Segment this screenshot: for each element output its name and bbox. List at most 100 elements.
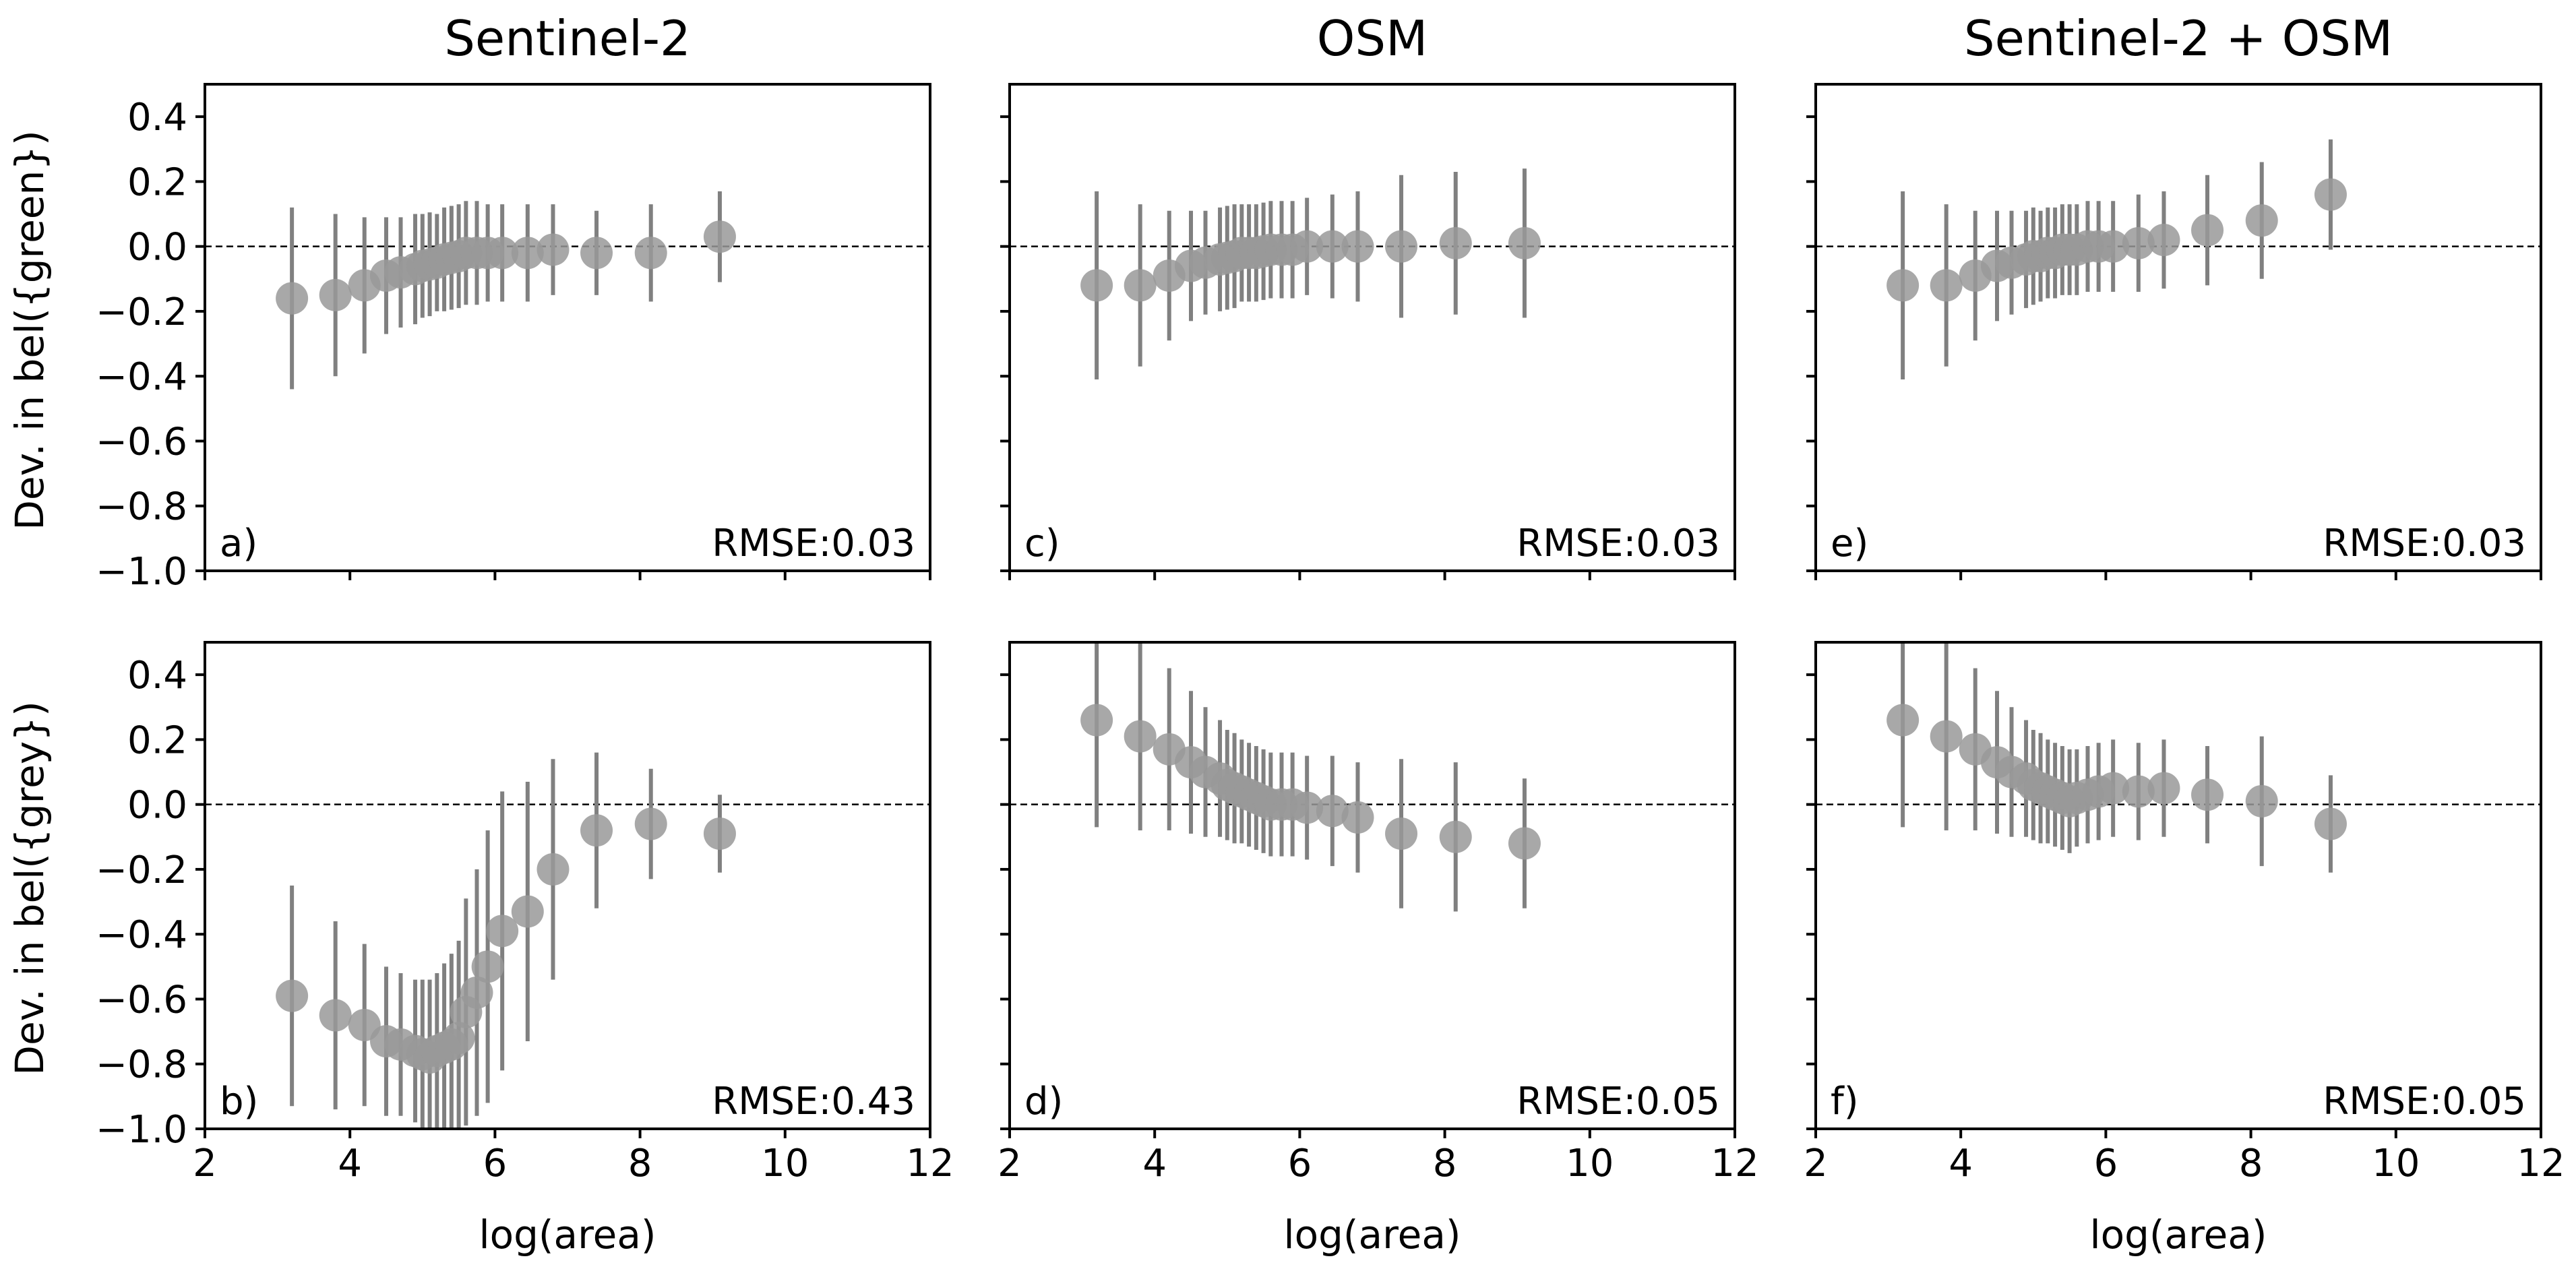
data-point (634, 237, 667, 270)
x-axis-label-osm: log(area) (1283, 1212, 1461, 1258)
data-point (511, 237, 544, 270)
x-tick-label: 12 (2517, 1142, 2565, 1185)
data-point (703, 220, 736, 253)
data-point (536, 853, 570, 886)
data-point (2314, 807, 2347, 840)
data-point (511, 895, 544, 928)
y-tick-label: −0.2 (96, 848, 187, 892)
axes-frame (1008, 83, 1736, 572)
data-point (1508, 827, 1541, 860)
panel-c: c) RMSE:0.03 (1000, 83, 1736, 580)
panel-letter: b) (220, 1080, 258, 1123)
axes-frame (1008, 641, 1736, 1130)
rmse-annotation: RMSE:0.05 (2323, 1080, 2526, 1123)
data-point (1887, 704, 1920, 737)
x-tick-label: 12 (1711, 1142, 1758, 1185)
data-point (486, 237, 519, 270)
y-tick-label: 0.4 (127, 96, 187, 140)
y-axis-label-green: Dev. in bel({green}) (7, 130, 53, 530)
data-point (580, 237, 613, 270)
y-tick-label: −1.0 (96, 550, 187, 594)
panel-letter: a) (220, 522, 257, 565)
data-point (1439, 226, 1472, 259)
y-tick-label: 0.0 (127, 784, 187, 828)
data-point (442, 1022, 475, 1055)
data-point (1887, 269, 1920, 302)
x-axis-label-sentinel-2: log(area) (479, 1212, 656, 1258)
data-point (536, 233, 570, 266)
x-tick-label: 2 (998, 1142, 1022, 1185)
y-tick-label: −0.8 (96, 1043, 187, 1087)
x-tick-label: 6 (483, 1142, 508, 1185)
data-marks (1080, 168, 1541, 380)
data-point (2314, 178, 2347, 211)
data-point (2122, 775, 2155, 808)
x-tick-label: 8 (1433, 1142, 1457, 1185)
y-tick-label: −1.0 (96, 1108, 187, 1152)
x-tick-label: 10 (1566, 1142, 1614, 1185)
axes-frame (1814, 83, 2542, 572)
data-point (1341, 801, 1374, 834)
data-point (1291, 791, 1324, 824)
panel-letter: e) (1831, 522, 1868, 565)
rmse-annotation: RMSE:0.03 (2323, 522, 2526, 565)
y-tick-label: −0.2 (96, 290, 187, 334)
data-point (2245, 784, 2278, 817)
data-point (1291, 230, 1324, 263)
x-tick-label: 2 (193, 1142, 217, 1185)
x-axis-label-sentinel-2-osm: log(area) (2089, 1212, 2267, 1258)
y-tick-label: −0.4 (96, 355, 187, 399)
data-point (319, 999, 352, 1032)
data-point (276, 979, 309, 1012)
x-tick-label: 4 (338, 1142, 362, 1185)
x-tick-label: 10 (2372, 1142, 2420, 1185)
panel-a: 0.4 0.2 0.0 −0.2 −0.4 −0.6 −0.8 −1.0 a) RMSE:0.03 (96, 83, 931, 594)
x-tick-label: 12 (906, 1142, 954, 1185)
data-point (1080, 269, 1113, 302)
panel-b: 0.4 0.2 0.0 −0.2 −0.4 −0.6 −0.8 −1.02 4 6 8 10 12 b) R… (96, 641, 954, 1185)
y-tick-label: −0.6 (96, 420, 187, 464)
data-point (1316, 795, 1349, 828)
data-marks (1080, 642, 1541, 912)
x-tick-label: 4 (1949, 1142, 1973, 1185)
y-tick-label: 0.2 (127, 160, 187, 204)
x-tick-label: 8 (2239, 1142, 2263, 1185)
panel-e: e) RMSE:0.03 (1806, 83, 2542, 580)
data-point (319, 278, 352, 311)
y-tick-label: 0.0 (127, 226, 187, 270)
x-tick-label: 10 (761, 1142, 809, 1185)
axes-frame (1814, 641, 2542, 1130)
panel-letter: c) (1024, 522, 1060, 565)
rmse-annotation: RMSE:0.03 (712, 522, 915, 565)
data-point (2191, 214, 2224, 247)
x-tick-label: 8 (628, 1142, 652, 1185)
data-point (2122, 226, 2155, 259)
data-point (634, 807, 667, 840)
data-point (2191, 778, 2224, 811)
data-point (1124, 720, 1157, 753)
panel-title-sentinel-2-osm: Sentinel-2 + OSM (1964, 10, 2393, 67)
data-point (486, 915, 519, 948)
y-tick-label: 0.4 (127, 654, 187, 698)
rmse-annotation: RMSE:0.03 (1516, 522, 1720, 565)
data-point (1316, 230, 1349, 263)
panel-letter: f) (1831, 1080, 1859, 1123)
data-point (1508, 226, 1541, 259)
data-point (471, 950, 504, 983)
data-point (1385, 817, 1418, 850)
panel-title-sentinel-2: Sentinel-2 (444, 10, 691, 67)
data-point (1341, 230, 1374, 263)
data-point (1930, 720, 1963, 753)
rmse-annotation: RMSE:0.43 (712, 1080, 915, 1123)
data-point (460, 976, 493, 1009)
x-tick-label: 6 (2094, 1142, 2118, 1185)
data-marks (276, 191, 736, 390)
data-point (703, 817, 736, 850)
data-point (2147, 224, 2180, 257)
y-tick-label: −0.4 (96, 913, 187, 957)
data-point (2097, 230, 2130, 263)
axes-frame (204, 83, 931, 572)
panel-title-osm: OSM (1317, 10, 1428, 67)
y-tick-label: −0.8 (96, 485, 187, 529)
